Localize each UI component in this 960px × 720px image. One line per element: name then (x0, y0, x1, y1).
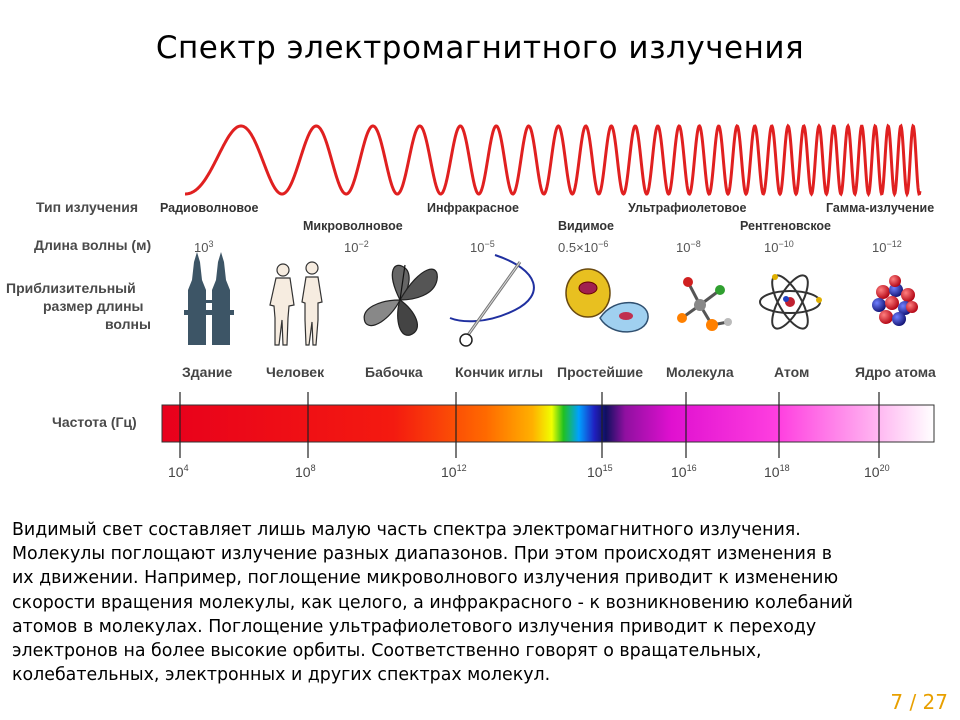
nucleus-icon (872, 275, 918, 326)
type-infrared: Инфракрасное (427, 201, 519, 215)
object-protozoa: Простейшие (557, 364, 644, 380)
frequency-label: 1016 (671, 463, 697, 480)
paragraph-line: Видимый свет составляет лишь малую часть… (12, 520, 801, 540)
object-molecule: Молекула (666, 364, 734, 380)
row-label-size-1: Приблизительный (6, 280, 136, 296)
object-atom: Атом (774, 364, 810, 380)
paragraph-line: атомов в молекулах. Поглощение ультрафио… (12, 616, 817, 637)
object-nucleus: Ядро атома (855, 364, 936, 380)
paragraph-line: электронов на более высокие орбиты. Соот… (12, 641, 762, 662)
frequency-label: 1020 (864, 463, 890, 480)
human-icon (269, 261, 323, 346)
row-label-wavelength: Длина волны (м) (34, 237, 152, 253)
wavelength-xray: 10−10 (764, 239, 794, 255)
wavelength-infrared: 10−5 (470, 239, 495, 255)
wavelength-ultraviolet: 10−8 (676, 239, 701, 255)
paragraph-line: колебательных, электронных и других спек… (12, 665, 551, 686)
row-label-type: Тип излучения (36, 199, 138, 215)
type-xray: Рентгеновское (740, 219, 831, 233)
frequency-spectrum-bar (161, 404, 935, 443)
type-gamma: Гамма-излучение (826, 201, 935, 215)
butterfly-icon (363, 264, 438, 336)
frequency-label: 1015 (587, 463, 613, 480)
object-human: Человек (266, 364, 325, 380)
object-butterfly: Бабочка (365, 364, 423, 380)
frequency-label: 1012 (441, 463, 467, 480)
object-needle-tip: Кончик иглы (455, 364, 544, 380)
frequency-label: 1018 (764, 463, 790, 480)
row-label-size-2: размер длины (43, 298, 144, 314)
frequency-label: 108 (295, 463, 316, 480)
frequency-label: 104 (168, 463, 189, 480)
wavelength-radio: 103 (194, 239, 214, 255)
wavelength-microwave: 10−2 (344, 239, 369, 255)
paragraph-line: скорости вращения молекулы, как целого, … (12, 592, 853, 613)
protozoa-icon (565, 268, 649, 333)
description-paragraph: Видимый свет составляет лишь малую часть… (12, 518, 952, 687)
type-visible: Видимое (558, 219, 614, 233)
frequency-ticks (179, 392, 880, 458)
type-ultraviolet: Ультрафиолетовое (628, 201, 747, 215)
building-icon (184, 252, 234, 345)
page-number: 7 / 27 (890, 690, 948, 714)
needle-icon (449, 254, 535, 347)
paragraph-line: их движении. Например, поглощение микров… (12, 568, 839, 589)
molecule-icon (677, 277, 732, 331)
object-building: Здание (182, 364, 233, 380)
row-label-size-3: волны (105, 316, 151, 332)
row-label-frequency: Частота (Гц) (52, 414, 137, 430)
wave-curve (185, 123, 922, 198)
wavelength-visible: 0.5×10−6 (558, 239, 609, 255)
type-microwave: Микроволновое (303, 219, 403, 233)
atom-icon (759, 274, 822, 330)
paragraph-line: Молекулы поглощают излучение разных диап… (12, 544, 833, 565)
type-radio: Радиоволновое (160, 201, 259, 215)
wavelength-gamma: 10−12 (872, 239, 902, 255)
page-title: Спектр электромагнитного излучения (155, 30, 805, 66)
